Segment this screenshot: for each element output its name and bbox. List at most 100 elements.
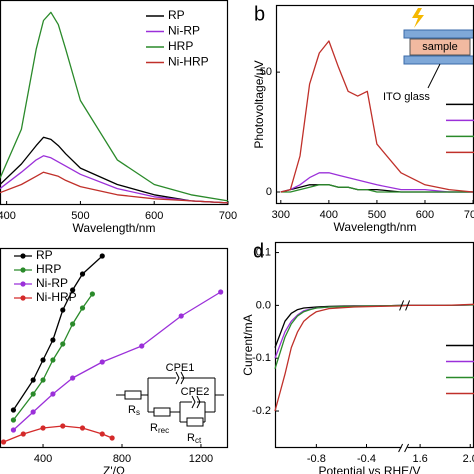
panel: 300 400 500 600 700 0 50 Wavelength/nm Photovolt… xyxy=(252,3,474,234)
inset-label: ITO glass xyxy=(383,91,430,103)
series-line xyxy=(274,304,474,359)
axis-break-gap xyxy=(401,444,408,452)
legend-marker xyxy=(20,267,26,273)
circuit-labels: CPE1 CPE2 Rs Rrec Rct xyxy=(128,362,209,445)
circuit-sub: s xyxy=(136,408,140,417)
x-tick-label: 700 xyxy=(464,209,474,221)
series-line xyxy=(12,255,103,411)
y-tick-label: 50 xyxy=(260,66,272,78)
cpe xyxy=(175,371,201,409)
data-point xyxy=(10,427,17,433)
legend-label: Ni-RP xyxy=(36,276,68,290)
legend-label: Ni-RP xyxy=(168,24,200,38)
x-tick-label: 600 xyxy=(145,210,163,222)
data-point xyxy=(50,357,56,363)
series-line xyxy=(12,293,93,421)
data-point xyxy=(178,313,184,319)
glass-top xyxy=(403,29,474,39)
x-axis-label: Z'/Ω xyxy=(103,464,125,474)
inset-label: sample xyxy=(422,41,457,53)
legend-label: RP xyxy=(168,8,185,22)
data-point xyxy=(30,377,36,383)
x-axis-label: Wavelength/nm xyxy=(334,220,417,234)
data-point xyxy=(30,391,36,397)
panel-label: b xyxy=(254,3,265,25)
plot-area xyxy=(0,11,229,204)
y-axis-label: Photovoltage/μV xyxy=(252,60,266,148)
x-tick-label: 800 xyxy=(113,453,131,465)
data-point xyxy=(40,425,46,431)
data-point xyxy=(89,291,95,297)
axis-frame xyxy=(274,241,474,449)
circuit-label: CPE1 xyxy=(166,362,195,374)
circuit xyxy=(116,371,224,427)
x-tick-label: 300 xyxy=(272,209,290,221)
circuit-label: Rrec xyxy=(150,422,169,435)
x-tick-label: 700 xyxy=(219,210,237,222)
x-tick-label: 500 xyxy=(71,210,89,222)
data-point xyxy=(99,359,105,365)
resistor xyxy=(153,407,171,417)
data-point xyxy=(60,423,66,429)
x-tick-label: -0.4 xyxy=(357,453,376,465)
x-tick-label: -0.8 xyxy=(307,453,326,465)
light-icon xyxy=(412,8,424,28)
data-point xyxy=(70,287,76,293)
circuit-wires xyxy=(116,377,224,423)
data-point xyxy=(79,425,86,431)
circuit-label: CPE2 xyxy=(181,386,210,398)
series-line xyxy=(280,184,473,193)
data-point xyxy=(109,435,115,441)
x-tick-label: 400 xyxy=(0,210,16,222)
axis-frame xyxy=(0,247,229,449)
data-point xyxy=(70,321,76,327)
x-tick-label: 1.6 xyxy=(412,453,427,465)
data-point xyxy=(50,391,56,397)
data-point xyxy=(40,377,46,383)
sample-layer xyxy=(409,38,471,56)
legend-label: HRP xyxy=(36,262,61,276)
series-line xyxy=(12,291,222,431)
data-point xyxy=(0,439,7,445)
legend-label: Ni-HRP xyxy=(168,55,209,69)
data-point xyxy=(30,409,36,415)
circuit-label: R xyxy=(128,404,136,416)
data-point xyxy=(60,307,66,313)
data-point xyxy=(50,337,56,343)
curve-break xyxy=(399,300,411,311)
data-point xyxy=(218,289,224,295)
data-point xyxy=(40,357,46,363)
data-point xyxy=(79,305,86,311)
circuit-label: Rs xyxy=(128,404,140,417)
y-tick-label: 0.0 xyxy=(256,299,271,311)
x-tick-label: 2.0 xyxy=(463,453,474,465)
x-tick-label: 1200 xyxy=(189,453,213,465)
data-point xyxy=(99,431,105,437)
legend-label: RP xyxy=(36,248,53,262)
circuit-label: R xyxy=(150,422,158,434)
y-tick-label: 0.1 xyxy=(256,246,271,258)
glass-bottom xyxy=(403,55,474,65)
y-tick-label: 0 xyxy=(266,186,272,198)
axis-frame xyxy=(0,0,229,206)
x-axis-label: Potential vs RHE/V xyxy=(318,464,420,474)
circuit-label: R xyxy=(187,432,195,444)
x-tick-label: 500 xyxy=(368,209,386,221)
y-tick-label: -0.1 xyxy=(252,352,271,364)
circuit-sub: ct xyxy=(195,436,202,445)
data-point xyxy=(10,417,17,423)
x-axis-label: Wavelength/nm xyxy=(73,221,156,235)
data-point xyxy=(79,271,86,277)
data-point xyxy=(139,343,145,349)
legend-marker xyxy=(20,295,26,301)
data-point xyxy=(10,407,17,413)
panel-label: d xyxy=(253,240,264,262)
legend-label: Ni-HRP xyxy=(36,290,77,304)
series-line xyxy=(0,155,229,204)
legend-marker xyxy=(20,253,26,259)
y-axis-label: Current/mA xyxy=(241,314,255,375)
plot-area xyxy=(274,303,474,412)
